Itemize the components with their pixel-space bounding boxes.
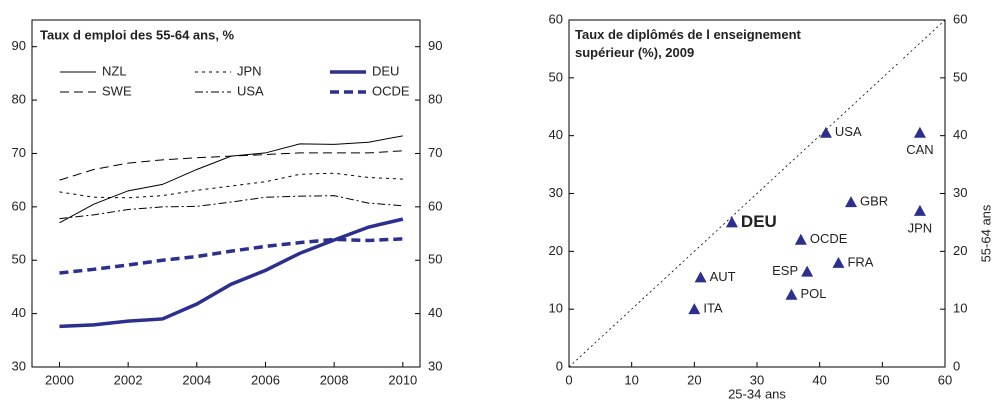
- legend-label: SWE: [102, 83, 132, 98]
- y-tick-label: 70: [12, 145, 26, 160]
- x-tick-label: 2006: [251, 372, 280, 387]
- title-bg: [571, 22, 901, 64]
- x-tick-label: 0: [565, 372, 572, 387]
- y2-tick-label: 0: [953, 358, 960, 373]
- point: [832, 256, 845, 268]
- y-tick-label: 50: [12, 252, 26, 267]
- series-line: [59, 217, 404, 329]
- x-tick-label: 2010: [388, 372, 417, 387]
- x-tick-label: 2004: [182, 372, 211, 387]
- series-line: [59, 150, 403, 181]
- series-line: [59, 135, 403, 224]
- y-tick-label: 40: [12, 305, 26, 320]
- y-tick-label: 40: [549, 127, 563, 142]
- y-tick-label: 80: [12, 92, 26, 107]
- chart-title: Taux de diplômés de l enseignement supéri…: [575, 27, 802, 60]
- y2-tick-label: 50: [953, 69, 967, 84]
- point: [801, 265, 814, 277]
- point-label: ITA: [703, 301, 723, 316]
- point-label: POL: [800, 286, 826, 301]
- y-tick-label: 60: [549, 11, 563, 26]
- y2-tick-label: 60: [953, 11, 967, 26]
- legend-label: DEU: [372, 63, 399, 78]
- point-label: FRA: [847, 254, 873, 269]
- x-tick-label: 50: [875, 372, 889, 387]
- y-tick-label: 20: [549, 243, 563, 258]
- y2-axis-label: 55-64 ans: [978, 204, 993, 262]
- series-line: [59, 195, 403, 220]
- y2-tick-label: 30: [953, 185, 967, 200]
- series-line: [59, 172, 403, 199]
- y2-tick-label: 80: [428, 92, 442, 107]
- y2-tick-label: 20: [953, 243, 967, 258]
- diagonal: [568, 19, 946, 368]
- point-label: ESP: [772, 263, 798, 278]
- series-line: [59, 237, 403, 275]
- legend-label: NZL: [102, 63, 127, 78]
- y2-tick-label: 30: [428, 358, 442, 373]
- point: [819, 126, 832, 138]
- point-label: JPN: [908, 220, 933, 235]
- y-tick-label: 30: [12, 358, 26, 373]
- x-tick-label: 2008: [320, 372, 349, 387]
- point: [913, 204, 926, 216]
- y-tick-label: 30: [549, 185, 563, 200]
- point-label: CAN: [906, 142, 933, 157]
- x-tick-label: 2002: [114, 372, 143, 387]
- point: [845, 196, 857, 208]
- x-tick-label: 30: [750, 372, 764, 387]
- point-label: GBR: [860, 194, 888, 209]
- legend-label: USA: [237, 83, 264, 98]
- legend-label: OCDE: [372, 83, 410, 98]
- x-axis-label: 25-34 ans: [728, 386, 786, 401]
- point-label: AUT: [710, 269, 736, 284]
- plot-frame: [31, 19, 421, 368]
- legend-label: JPN: [237, 63, 262, 78]
- y2-tick-label: 90: [428, 38, 442, 53]
- point: [794, 233, 807, 245]
- point-label: OCDE: [810, 231, 848, 246]
- point: [694, 271, 707, 283]
- y-tick-label: 0: [556, 358, 563, 373]
- y2-tick-label: 50: [428, 252, 442, 267]
- y2-tick-label: 70: [428, 145, 442, 160]
- y-tick-label: 90: [12, 38, 26, 53]
- x-tick-label: 40: [812, 372, 826, 387]
- point-label: USA: [835, 124, 862, 139]
- point: [913, 126, 926, 138]
- chart-title: Taux d emploi des 55-64 ans, %: [40, 27, 235, 42]
- y2-tick-label: 40: [428, 305, 442, 320]
- y-tick-label: 60: [12, 198, 26, 213]
- y2-tick-label: 40: [953, 127, 967, 142]
- point: [688, 303, 701, 315]
- x-tick-label: 60: [938, 372, 952, 387]
- x-tick-label: 20: [687, 372, 701, 387]
- point: [785, 288, 798, 300]
- x-tick-label: 2000: [45, 372, 74, 387]
- y-tick-label: 50: [549, 69, 563, 84]
- x-tick-label: 10: [624, 372, 638, 387]
- y2-tick-label: 10: [953, 301, 967, 316]
- point: [725, 216, 738, 228]
- y2-tick-label: 60: [428, 198, 442, 213]
- y-tick-label: 10: [549, 301, 563, 316]
- point-label: DEU: [741, 212, 777, 231]
